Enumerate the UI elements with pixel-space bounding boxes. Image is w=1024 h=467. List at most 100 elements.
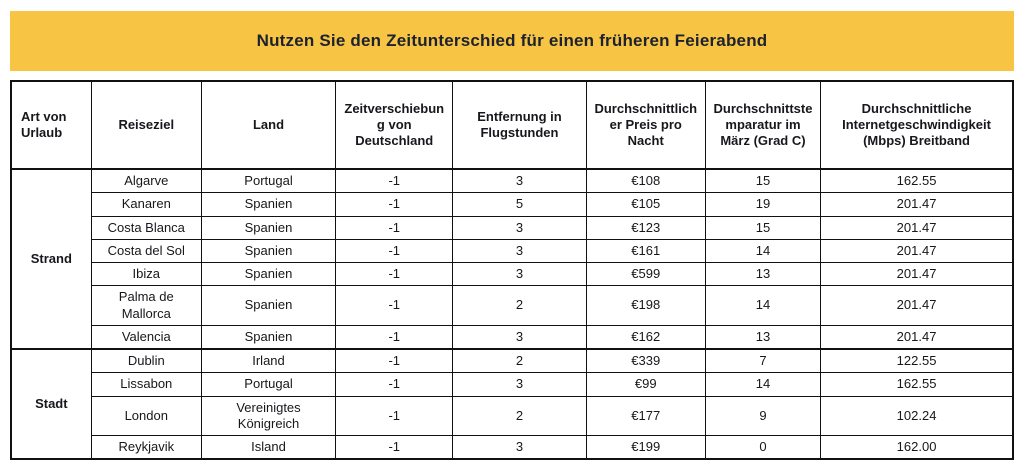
table-cell: Palma de Mallorca <box>90 285 202 326</box>
table-cell: 15 <box>704 215 822 240</box>
table-cell: Spanien <box>200 261 337 287</box>
table-cell: -1 <box>335 324 454 350</box>
table-cell: 102.24 <box>820 395 1014 436</box>
table-cell: 15 <box>704 168 822 194</box>
column-header: Durchschnittlicher Preis pro Nacht <box>585 80 706 170</box>
table-cell: Island <box>200 435 337 460</box>
table-cell: €161 <box>585 238 706 264</box>
table-cell: 3 <box>452 261 587 287</box>
table-row: Reykjavik Island -1 3 €199 0 162.00 <box>11 435 1014 460</box>
table-cell: Vereinigtes Königreich <box>200 395 337 436</box>
table-cell: 162.55 <box>820 168 1014 194</box>
table-cell: 14 <box>704 238 822 264</box>
table-cell: Ibiza <box>90 261 202 287</box>
table-cell: -1 <box>335 435 454 460</box>
table-cell: Costa del Sol <box>90 238 202 264</box>
table-cell: -1 <box>335 192 454 217</box>
table-cell: 162.00 <box>820 435 1014 460</box>
column-header: Reiseziel <box>90 80 202 170</box>
table-cell: 201.47 <box>820 285 1014 326</box>
table-cell: 13 <box>704 261 822 287</box>
table-cell: 19 <box>704 192 822 217</box>
table-cell: 2 <box>452 395 587 436</box>
table-row: London Vereinigtes Königreich -1 2 €177 9 102.… <box>11 395 1014 436</box>
column-header: Durchschnittliche Internetgeschwindigkei… <box>820 80 1014 170</box>
table-cell: Reykjavik <box>90 435 202 460</box>
table-row: Costa del Sol Spanien -1 3 €161 14 201.47 <box>11 238 1014 264</box>
table-cell: Valencia <box>90 324 202 350</box>
table-cell: -1 <box>335 168 454 194</box>
table-cell: 201.47 <box>820 261 1014 287</box>
table-cell: Spanien <box>200 238 337 264</box>
column-header: Entfernung in Flugstunden <box>452 80 587 170</box>
table-header-row: Art von Urlaub Reiseziel Land Zeitverschieb… <box>10 80 1014 170</box>
table-row: Strand Algarve Portugal -1 3 €108 15 162.55 <box>10 168 1014 350</box>
table-cell: €99 <box>585 372 706 397</box>
column-header: Zeitverschiebung von Deutschland <box>335 80 454 170</box>
table-cell: Lissabon <box>90 372 202 397</box>
table-row: Palma de Mallorca Spanien -1 2 €198 14 201.47 <box>11 285 1014 326</box>
group-label: Strand <box>10 168 92 350</box>
table-cell: Costa Blanca <box>90 215 202 240</box>
table-row: Stadt Dublin Irland -1 2 €339 7 122.55 <box>10 347 1014 460</box>
table-cell: €199 <box>585 435 706 460</box>
table-row: Costa Blanca Spanien -1 3 €123 15 201.47 <box>11 215 1014 240</box>
table-cell: 9 <box>704 395 822 436</box>
table-cell: €339 <box>585 348 706 374</box>
table-cell: €123 <box>585 215 706 240</box>
table-cell: 122.55 <box>820 348 1014 374</box>
table-cell: 0 <box>704 435 822 460</box>
table-cell: Spanien <box>200 285 337 326</box>
table-cell: London <box>90 395 202 436</box>
table-cell: 201.47 <box>820 215 1014 240</box>
table-cell: 14 <box>704 372 822 397</box>
table-cell: 3 <box>452 435 587 460</box>
table-cell: 201.47 <box>820 324 1014 350</box>
table-row: Valencia Spanien -1 3 €162 13 201.47 <box>11 324 1014 350</box>
table-cell: Spanien <box>200 192 337 217</box>
table-cell: 7 <box>704 348 822 374</box>
table-cell: 3 <box>452 168 587 194</box>
column-header: Art von Urlaub <box>10 80 92 170</box>
table-cell: Irland <box>200 348 337 374</box>
table-cell: -1 <box>335 395 454 436</box>
table-cell: 162.55 <box>820 372 1014 397</box>
vacation-table: Art von Urlaub Reiseziel Land Zeitverschieb… <box>10 80 1014 461</box>
table-cell: Portugal <box>200 168 337 194</box>
table-cell: -1 <box>335 285 454 326</box>
table-cell: Kanaren <box>90 192 202 217</box>
table-cell: Spanien <box>200 215 337 240</box>
table-cell: Portugal <box>200 372 337 397</box>
table-cell: 3 <box>452 372 587 397</box>
table-cell: €105 <box>585 192 706 217</box>
table-cell: -1 <box>335 348 454 374</box>
table-cell: -1 <box>335 215 454 240</box>
table-cell: 13 <box>704 324 822 350</box>
table-cell: €108 <box>585 168 706 194</box>
table-cell: -1 <box>335 238 454 264</box>
table-cell: 3 <box>452 324 587 350</box>
table-cell: 201.47 <box>820 238 1014 264</box>
table-cell: -1 <box>335 372 454 397</box>
table-row: Kanaren Spanien -1 5 €105 19 201.47 <box>11 192 1014 217</box>
column-header: Durchschnittstemparatur im März (Grad C) <box>704 80 822 170</box>
group-label: Stadt <box>10 347 92 460</box>
table-cell: €177 <box>585 395 706 436</box>
table-cell: 2 <box>452 348 587 374</box>
table-cell: 5 <box>452 192 587 217</box>
table-cell: 201.47 <box>820 192 1014 217</box>
table-cell: Algarve <box>90 168 202 194</box>
table-cell: Spanien <box>200 324 337 350</box>
table-cell: €162 <box>585 324 706 350</box>
table-cell: Dublin <box>90 348 202 374</box>
table-cell: 3 <box>452 215 587 240</box>
table-cell: 2 <box>452 285 587 326</box>
table-cell: 14 <box>704 285 822 326</box>
table-row: Ibiza Spanien -1 3 €599 13 201.47 <box>11 261 1014 287</box>
table-cell: 3 <box>452 238 587 264</box>
table-row: Lissabon Portugal -1 3 €99 14 162.55 <box>11 372 1014 397</box>
column-header: Land <box>200 80 337 170</box>
table-cell: €599 <box>585 261 706 287</box>
table-cell: €198 <box>585 285 706 326</box>
